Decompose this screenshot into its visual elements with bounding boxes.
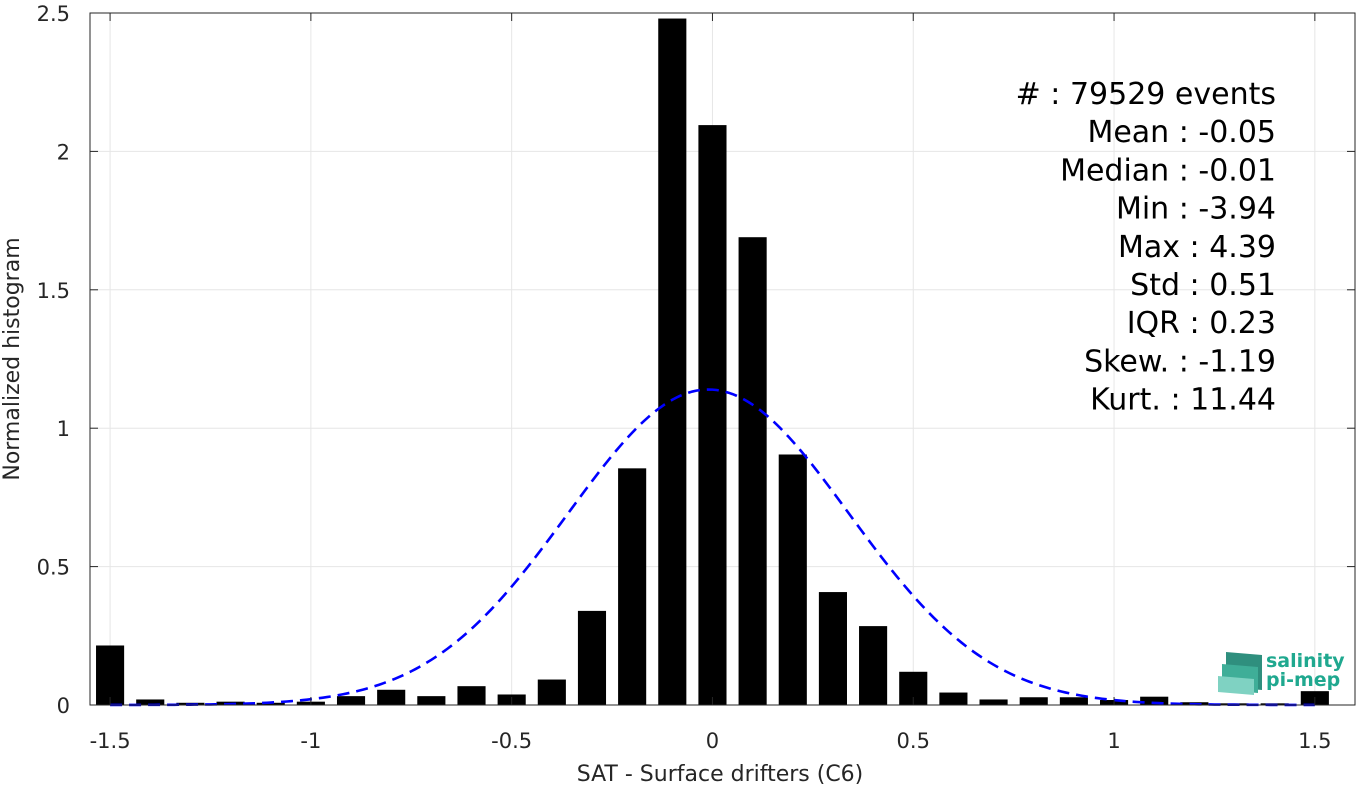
x-tick-label: 0.5 <box>897 729 930 753</box>
histogram-bar <box>537 679 566 705</box>
histogram-bar <box>577 610 607 705</box>
y-tick-labels: 0 0.5 1 1.5 2 2.5 <box>37 2 70 718</box>
histogram-bar <box>336 696 366 705</box>
x-tick-label: -0.5 <box>491 729 532 753</box>
logo-text-salinity: salinity <box>1266 650 1345 672</box>
axis-ticks <box>90 12 1355 706</box>
histogram-bar <box>377 689 406 705</box>
logo-mark-icon <box>1218 652 1262 695</box>
y-tick-label: 1 <box>57 417 70 441</box>
stat-line: Max : 4.39 <box>1118 230 1276 265</box>
stat-line: Std : 0.51 <box>1130 268 1276 303</box>
y-tick-label: 0 <box>57 694 70 718</box>
stat-line: Skew. : -1.19 <box>1084 344 1276 379</box>
x-tick-label: 1.5 <box>1298 729 1331 753</box>
stat-line: Kurt. : 11.44 <box>1090 383 1276 418</box>
histogram-bar <box>859 626 888 705</box>
histogram-bar <box>939 692 968 705</box>
x-tick-labels: -1.5 -1 -0.5 0 0.5 1 1.5 <box>90 729 1332 753</box>
histogram-bar <box>1059 697 1088 705</box>
stat-line: Min : -3.94 <box>1116 192 1276 227</box>
stat-line: Mean : -0.05 <box>1087 115 1276 150</box>
x-tick-label: -1.5 <box>90 729 131 753</box>
histogram-bars <box>96 18 1329 705</box>
stat-line: # : 79529 events <box>1016 77 1276 112</box>
histogram-bar <box>738 237 767 705</box>
stat-line: Median : -0.01 <box>1060 153 1276 188</box>
y-axis-label: Normalized histogram <box>0 237 25 480</box>
y-tick-label: 0.5 <box>37 556 70 580</box>
histogram-bar <box>457 686 486 705</box>
histogram-bar <box>417 696 446 705</box>
y-tick-label: 2 <box>57 140 70 164</box>
histogram-bar <box>136 699 165 705</box>
histogram-bar <box>618 468 647 705</box>
histogram-bar <box>818 592 847 705</box>
histogram-bar <box>1019 697 1048 705</box>
histogram-bar <box>658 18 687 705</box>
x-axis-label: SAT - Surface drifters (C6) <box>577 762 864 785</box>
plot-frame <box>89 12 1356 706</box>
histogram-bar <box>256 702 285 705</box>
histogram-bar <box>979 699 1008 705</box>
x-tick-label: 0 <box>706 729 719 753</box>
histogram-bar <box>1140 696 1169 705</box>
histogram-bar <box>698 125 727 705</box>
logo-text-pimep: pi-mep <box>1266 669 1340 691</box>
y-tick-label: 1.5 <box>37 279 70 303</box>
histogram-bar <box>778 454 807 705</box>
salinity-pimep-logo: salinity pi-mep <box>1218 650 1345 695</box>
x-tick-label: -1 <box>300 729 321 753</box>
y-tick-label: 2.5 <box>37 2 70 26</box>
histogram-bar <box>96 645 125 705</box>
x-tick-label: 1 <box>1107 729 1120 753</box>
stat-line: IQR : 0.23 <box>1127 306 1276 341</box>
